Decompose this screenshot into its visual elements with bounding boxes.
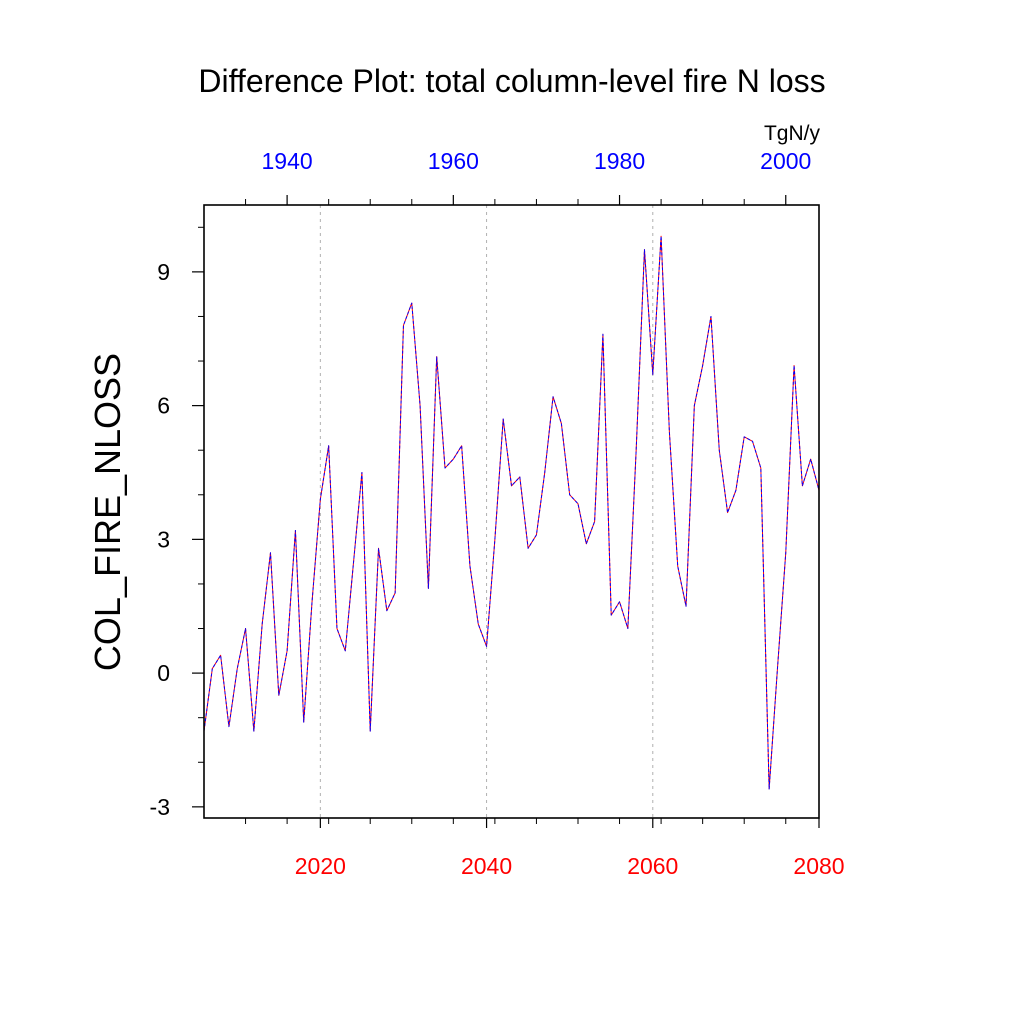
y-tick-label: 3	[157, 526, 170, 552]
x-bottom-tick-label: 2080	[793, 853, 844, 879]
axis-layer: 2020 2040 2060 2080 1940 1960 1980 2000 -3 0 3 6 9	[150, 148, 845, 879]
y-tick-label: -3	[150, 794, 170, 820]
x-bottom-tick-label: 2020	[295, 853, 346, 879]
chart-title: Difference Plot: total column-level fire…	[198, 63, 825, 99]
y-axis-label: COL_FIRE_NLOSS	[87, 353, 128, 671]
units-label: TgN/y	[764, 122, 821, 145]
plot-frame	[203, 204, 820, 819]
x-top-tick-label: 1960	[428, 148, 479, 174]
y-tick-label: 6	[157, 393, 170, 419]
x-bottom-tick-label: 2040	[461, 853, 512, 879]
series-line-primary	[203, 235, 820, 790]
x-top-tick-label: 1940	[262, 148, 313, 174]
series-line-secondary	[203, 235, 820, 790]
x-bottom-tick-label: 2060	[627, 853, 678, 879]
y-tick-label: 0	[157, 660, 170, 686]
y-tick-label: 9	[157, 259, 170, 285]
series-layer	[203, 235, 820, 790]
x-top-tick-label: 2000	[760, 148, 811, 174]
x-top-tick-label: 1980	[594, 148, 645, 174]
